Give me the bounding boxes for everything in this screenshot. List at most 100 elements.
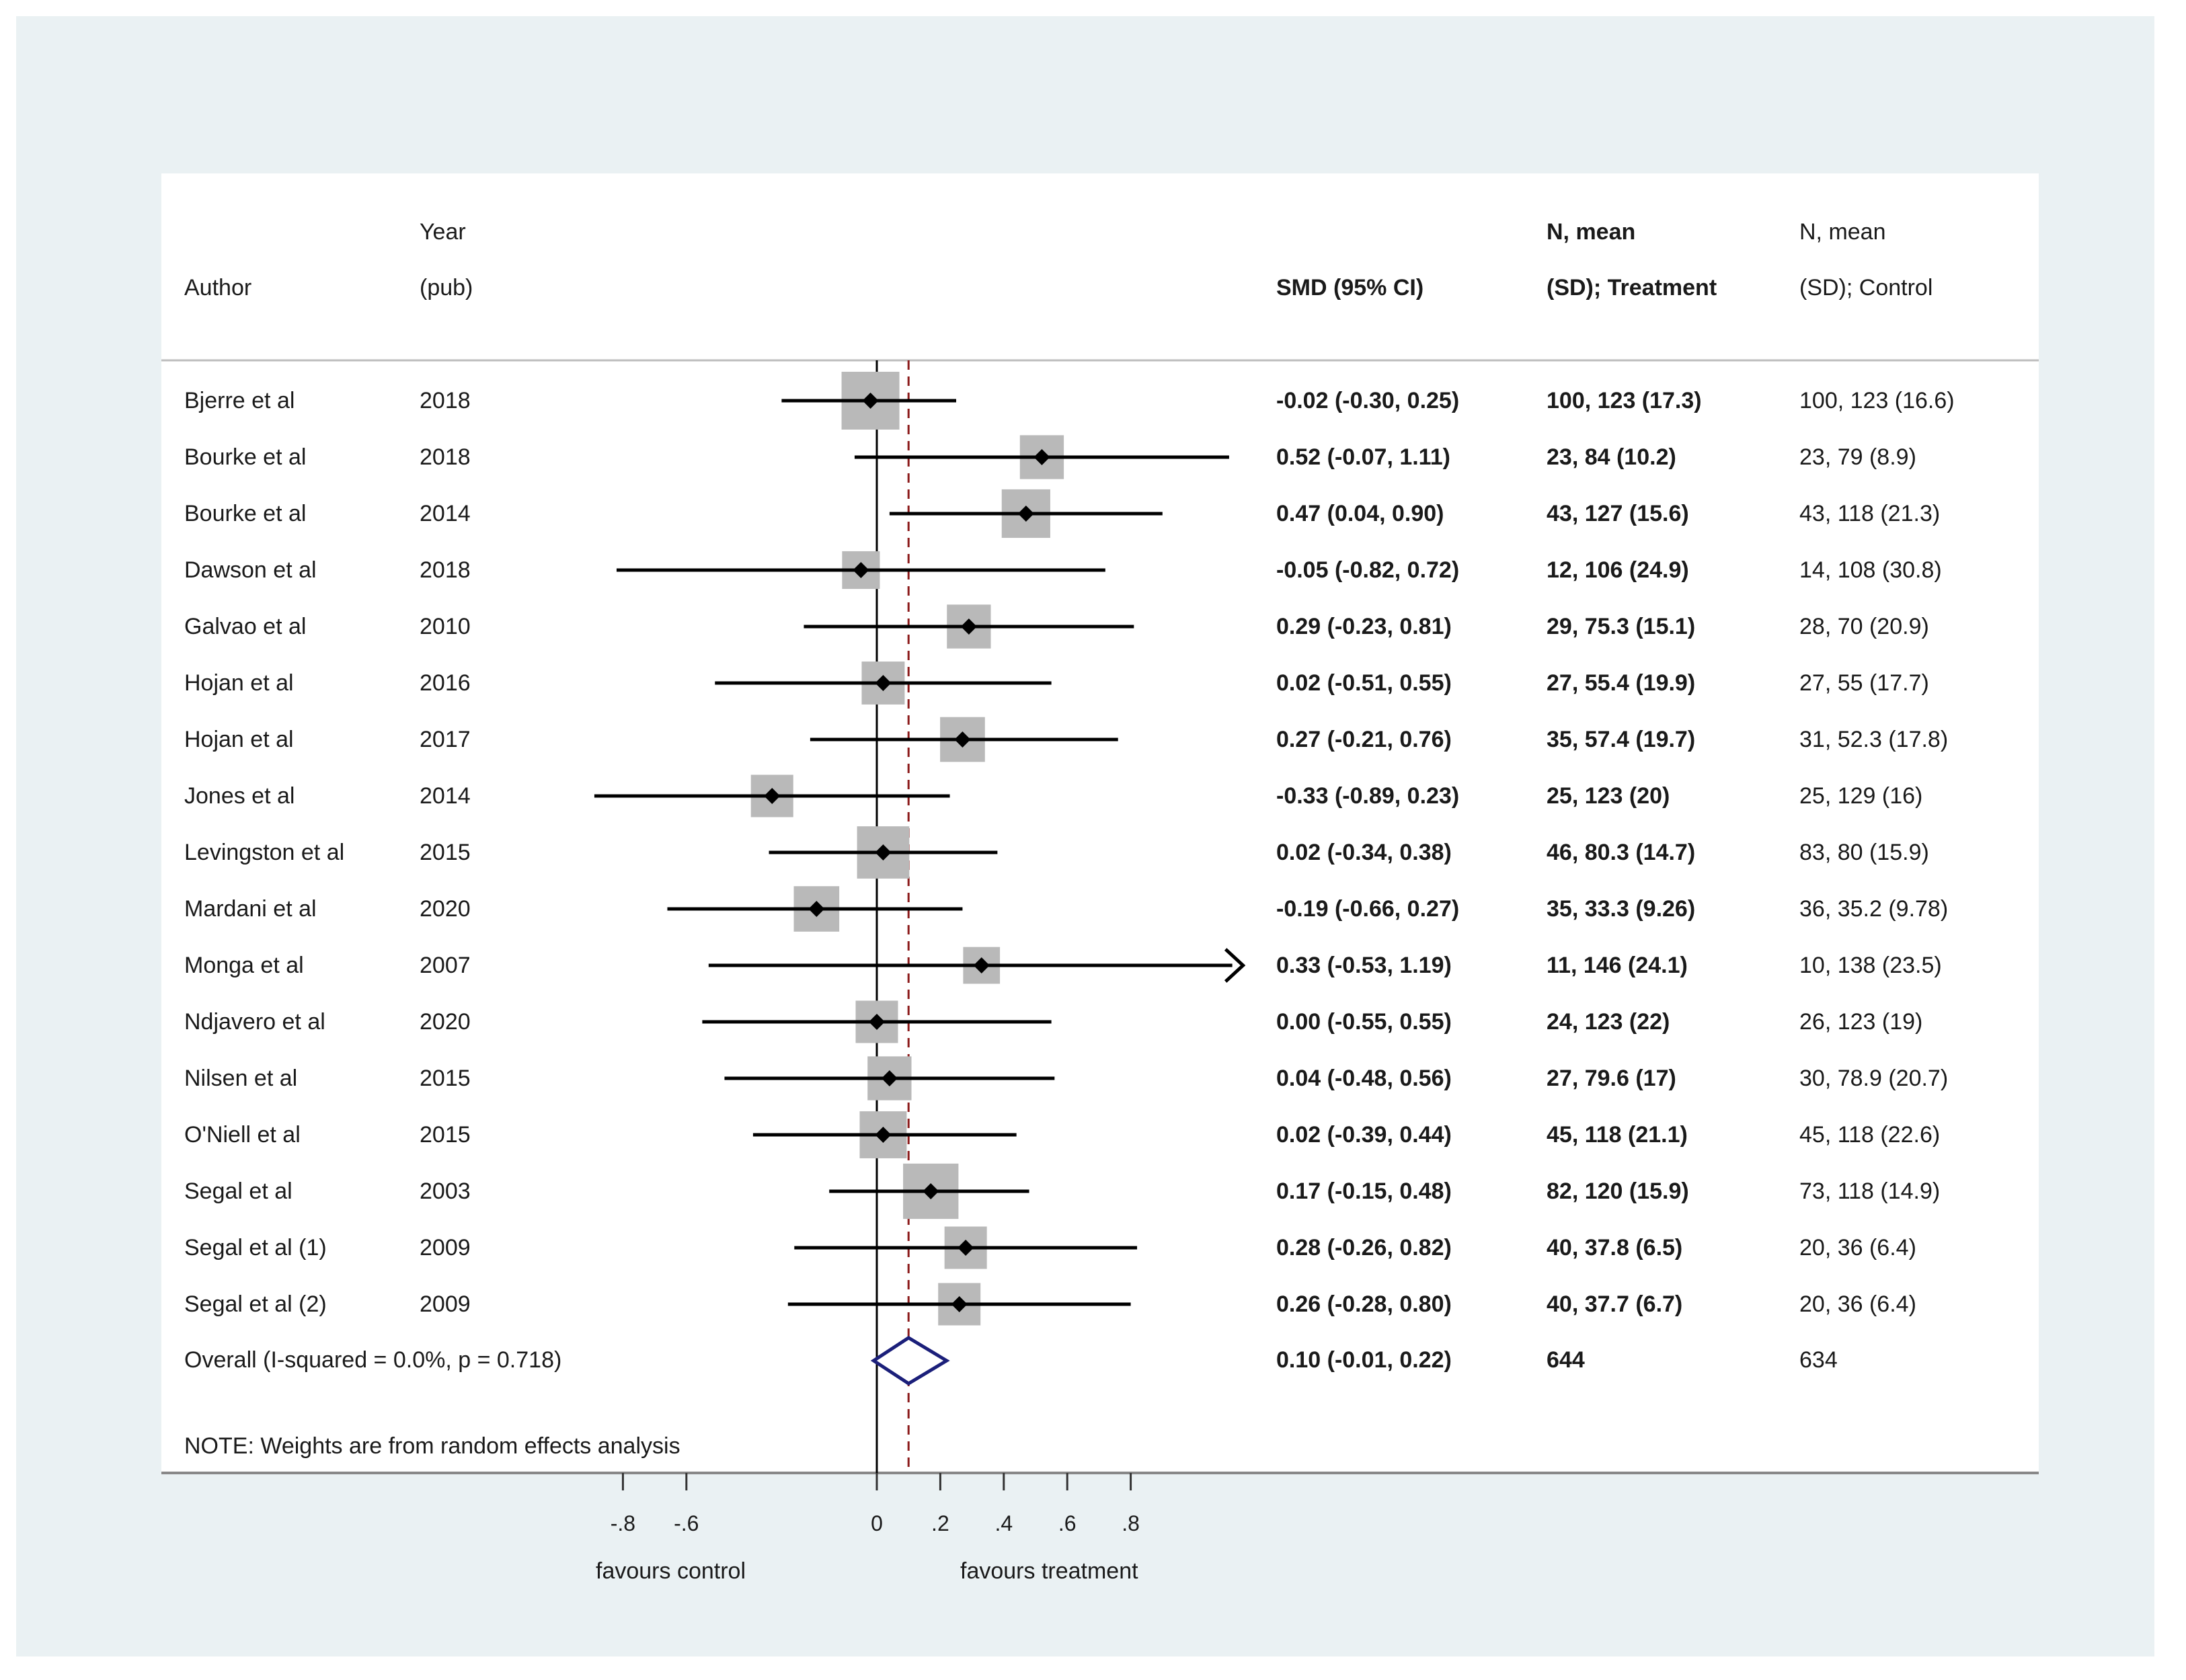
- study-year: 2020: [420, 896, 471, 922]
- study-point-estimate: [875, 675, 892, 691]
- study-author: Hojan et al: [184, 727, 294, 752]
- study-ci-text: 0.27 (-0.21, 0.76): [1276, 727, 1452, 752]
- header-treatment-line2: (SD); Treatment: [1547, 275, 1717, 301]
- study-point-estimate: [875, 844, 892, 861]
- study-treatment: 82, 120 (15.9): [1547, 1178, 1689, 1204]
- study-author: Monga et al: [184, 953, 304, 978]
- study-point-estimate: [1033, 449, 1050, 465]
- overall-treatment-n: 644: [1547, 1347, 1585, 1373]
- x-axis-tick-label: .4: [994, 1511, 1013, 1535]
- study-author: Hojan et al: [184, 670, 294, 696]
- study-year: 2014: [420, 783, 471, 809]
- study-treatment: 46, 80.3 (14.7): [1547, 840, 1696, 865]
- study-year: 2015: [420, 840, 471, 865]
- study-point-estimate: [853, 562, 869, 578]
- study-treatment: 35, 33.3 (9.26): [1547, 896, 1696, 922]
- study-author: Nilsen et al: [184, 1066, 298, 1091]
- study-control: 73, 118 (14.9): [1799, 1178, 1941, 1204]
- study-author: Mardani et al: [184, 896, 317, 922]
- study-author: Levingston et al: [184, 840, 345, 865]
- study-year: 2018: [420, 557, 471, 583]
- study-ci-text: 0.00 (-0.55, 0.55): [1276, 1009, 1452, 1035]
- ci-truncation-arrow: [1224, 948, 1246, 983]
- study-point-estimate: [808, 901, 825, 917]
- study-author: Segal et al (2): [184, 1291, 327, 1317]
- study-author: Segal et al: [184, 1178, 292, 1204]
- study-author: Jones et al: [184, 783, 295, 809]
- study-control: 30, 78.9 (20.7): [1799, 1066, 1949, 1091]
- header-treatment-line1: N, mean: [1547, 219, 1636, 245]
- x-axis-tick-label: -.6: [674, 1511, 699, 1535]
- study-ci-text: 0.02 (-0.51, 0.55): [1276, 670, 1452, 696]
- x-axis-tick-label: 0: [871, 1511, 883, 1535]
- study-treatment: 11, 146 (24.1): [1547, 953, 1688, 978]
- study-control: 23, 79 (8.9): [1799, 444, 1916, 470]
- study-treatment: 24, 123 (22): [1547, 1009, 1670, 1035]
- study-treatment: 25, 123 (20): [1547, 783, 1670, 809]
- study-control: 31, 52.3 (17.8): [1799, 727, 1949, 752]
- study-author: Bourke et al: [184, 501, 307, 526]
- study-point-estimate: [869, 1014, 885, 1030]
- study-author: Bourke et al: [184, 444, 307, 470]
- study-treatment: 40, 37.8 (6.5): [1547, 1235, 1683, 1261]
- study-point-estimate: [951, 1296, 968, 1312]
- study-point-estimate: [958, 1240, 974, 1256]
- study-author: Dawson et al: [184, 557, 317, 583]
- header-control-line2: (SD); Control: [1799, 275, 1933, 301]
- favours-treatment-label: favours treatment: [960, 1558, 1138, 1584]
- header-year-line1: Year: [420, 219, 466, 245]
- study-ci-text: -0.05 (-0.82, 0.72): [1276, 557, 1460, 583]
- study-treatment: 43, 127 (15.6): [1547, 501, 1689, 526]
- weights-note: NOTE: Weights are from random effects an…: [184, 1433, 680, 1459]
- study-author: O'Niell et al: [184, 1122, 301, 1148]
- study-year: 2020: [420, 1009, 471, 1035]
- study-point-estimate: [960, 618, 977, 635]
- study-treatment: 27, 55.4 (19.9): [1547, 670, 1696, 696]
- study-control: 100, 123 (16.6): [1799, 388, 1955, 413]
- study-ci-text: 0.28 (-0.26, 0.82): [1276, 1235, 1452, 1261]
- study-ci-text: 0.02 (-0.39, 0.44): [1276, 1122, 1452, 1148]
- study-year: 2015: [420, 1066, 471, 1091]
- study-treatment: 27, 79.6 (17): [1547, 1066, 1676, 1091]
- study-year: 2018: [420, 388, 471, 413]
- overall-ci-text: 0.10 (-0.01, 0.22): [1276, 1347, 1452, 1373]
- study-author: Segal et al (1): [184, 1235, 327, 1261]
- study-control: 45, 118 (22.6): [1799, 1122, 1941, 1148]
- study-point-estimate: [973, 957, 990, 973]
- study-ci-text: 0.17 (-0.15, 0.48): [1276, 1178, 1452, 1204]
- study-point-estimate: [875, 1127, 892, 1143]
- study-year: 2018: [420, 444, 471, 470]
- plot-panel: [161, 173, 2039, 1474]
- favours-control-label: favours control: [596, 1558, 746, 1584]
- study-treatment: 35, 57.4 (19.7): [1547, 727, 1696, 752]
- study-point-estimate: [862, 393, 879, 409]
- study-control: 14, 108 (30.8): [1799, 557, 1942, 583]
- study-treatment: 12, 106 (24.9): [1547, 557, 1689, 583]
- study-year: 2016: [420, 670, 471, 696]
- study-ci-text: 0.33 (-0.53, 1.19): [1276, 953, 1452, 978]
- study-year: 2014: [420, 501, 471, 526]
- study-control: 20, 36 (6.4): [1799, 1235, 1916, 1261]
- header-smd: SMD (95% CI): [1276, 275, 1424, 301]
- x-axis-tick-label: .2: [931, 1511, 949, 1535]
- study-author: Galvao et al: [184, 614, 307, 639]
- study-point-estimate: [764, 788, 781, 804]
- study-treatment: 29, 75.3 (15.1): [1547, 614, 1696, 639]
- study-control: 28, 70 (20.9): [1799, 614, 1929, 639]
- header-year-line2: (pub): [420, 275, 473, 301]
- study-ci-text: 0.29 (-0.23, 0.81): [1276, 614, 1452, 639]
- study-treatment: 23, 84 (10.2): [1547, 444, 1676, 470]
- overall-diamond: [870, 1336, 950, 1386]
- study-treatment: 45, 118 (21.1): [1547, 1122, 1688, 1148]
- x-axis-tick-label: -.8: [611, 1511, 635, 1535]
- overall-control-n: 634: [1799, 1347, 1838, 1373]
- study-year: 2003: [420, 1178, 471, 1204]
- x-axis-tick-label: .6: [1058, 1511, 1077, 1535]
- study-year: 2017: [420, 727, 471, 752]
- study-ci-text: 0.26 (-0.28, 0.80): [1276, 1291, 1452, 1317]
- study-year: 2007: [420, 953, 471, 978]
- study-ci-text: -0.33 (-0.89, 0.23): [1276, 783, 1460, 809]
- study-treatment: 40, 37.7 (6.7): [1547, 1291, 1683, 1317]
- study-point-estimate: [1017, 506, 1034, 522]
